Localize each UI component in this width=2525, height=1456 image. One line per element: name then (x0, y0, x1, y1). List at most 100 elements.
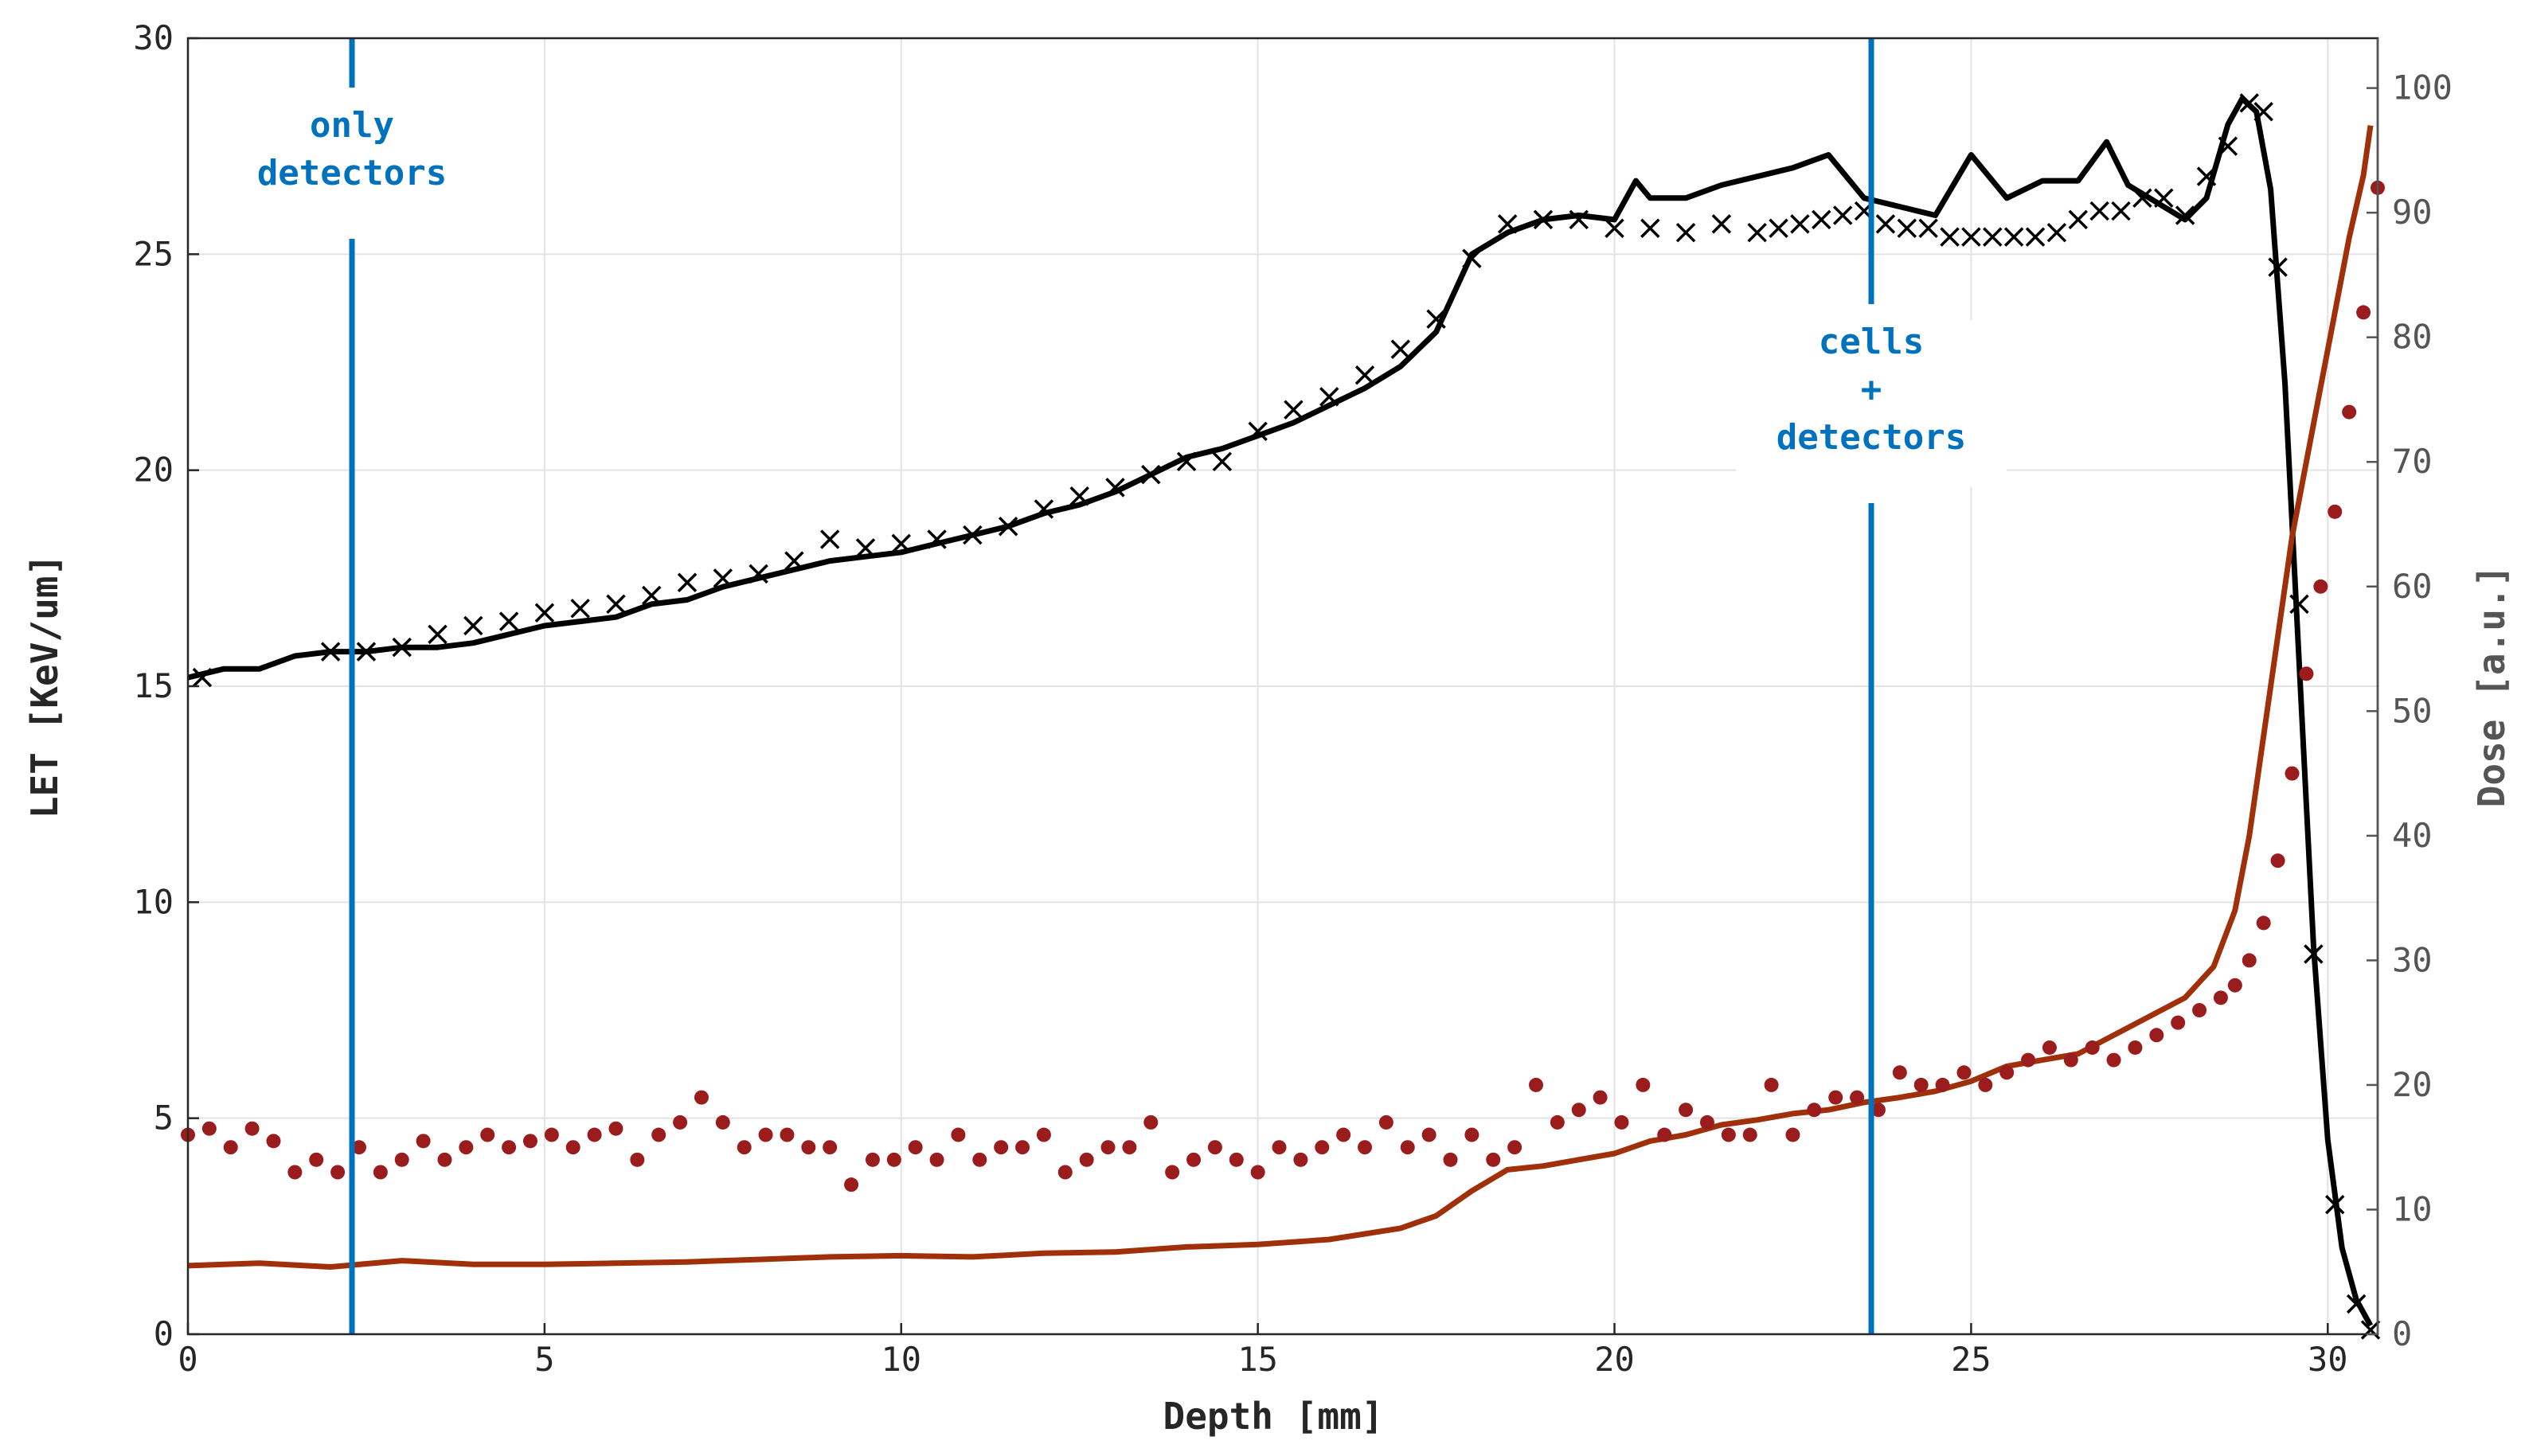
dose-curve (187, 125, 2374, 1270)
x-tick-label: 10 (881, 1340, 921, 1379)
dose-marker (1657, 1127, 1672, 1142)
dose-marker (758, 1127, 773, 1142)
y-left-tick-label: 5 (154, 1099, 174, 1138)
dose-marker (1207, 1140, 1222, 1155)
let-marker (2175, 205, 2195, 225)
dose-marker (908, 1140, 923, 1155)
dose-marker (459, 1140, 474, 1155)
dose-marker (1186, 1152, 1202, 1167)
let-marker (2325, 1194, 2345, 1215)
let-marker (713, 568, 733, 588)
let-marker (1105, 478, 1125, 498)
dose-marker (2342, 404, 2357, 420)
dose-marker (351, 1140, 366, 1155)
dose-marker (608, 1121, 623, 1136)
dose-marker (673, 1114, 688, 1130)
dose-marker (694, 1090, 709, 1105)
let-marker (570, 599, 590, 619)
dose-marker (1785, 1127, 1800, 1142)
let-marker (1769, 218, 1788, 239)
dose-marker (2192, 1003, 2207, 1017)
dose-marker (223, 1140, 238, 1155)
let-marker (2111, 201, 2131, 221)
x-axis-label: Depth [mm] (1163, 1395, 1384, 1438)
dose-marker (1764, 1077, 1779, 1092)
let-marker (1605, 218, 1624, 239)
let-marker (963, 525, 983, 545)
dose-marker (1807, 1103, 1822, 1118)
let-marker (642, 585, 662, 606)
y-right-tick-label: 0 (2392, 1314, 2412, 1353)
x-tick-label: 20 (1594, 1340, 1635, 1379)
let-marker (1675, 222, 1696, 243)
let-marker (1176, 451, 1197, 472)
dose-marker (1421, 1127, 1436, 1142)
dose-marker (2242, 953, 2257, 968)
dose-marker (1315, 1140, 1330, 1155)
let-marker (1875, 214, 1896, 234)
y-right-tick-label: 100 (2392, 68, 2453, 107)
let-marker (1141, 464, 1161, 485)
y-right-tick-label: 30 (2392, 940, 2433, 979)
dose-marker (1143, 1114, 1159, 1130)
dose-marker (2270, 853, 2285, 869)
dose-marker (1978, 1077, 1993, 1092)
let-marker (2253, 102, 2273, 122)
dose-marker (780, 1127, 795, 1142)
dose-marker (1378, 1114, 1393, 1130)
y-left-tick-label: 30 (133, 18, 174, 57)
let-marker (1897, 218, 1917, 239)
y-left-tick-label: 10 (133, 882, 174, 921)
let-marker (1426, 309, 1446, 329)
dose-marker (715, 1114, 730, 1130)
let-marker (1569, 209, 1589, 230)
dose-marker (865, 1152, 880, 1167)
let-marker (855, 538, 876, 558)
dose-marker (266, 1134, 281, 1149)
let-marker (1319, 387, 1339, 407)
dose-marker (1850, 1090, 1865, 1105)
dose-marker (823, 1140, 838, 1155)
annotation-text: detectors (1776, 417, 1966, 458)
dose-marker (1015, 1140, 1030, 1155)
dose-marker (373, 1165, 388, 1180)
y-right-tick-label: 10 (2392, 1189, 2433, 1228)
let-marker (891, 533, 912, 554)
let-marker (784, 551, 804, 571)
dose-marker (2328, 504, 2343, 519)
let-marker (2289, 594, 2309, 615)
dose-marker (437, 1152, 452, 1167)
dose-marker (2128, 1040, 2143, 1055)
let-marker (463, 615, 483, 636)
y-right-tick-label: 90 (2392, 193, 2433, 232)
dose-marker (1100, 1140, 1116, 1155)
dose-marker (1614, 1114, 1629, 1130)
dose-marker (1358, 1140, 1373, 1155)
let-marker (2346, 1294, 2367, 1314)
dose-marker (630, 1152, 645, 1167)
let-marker (2239, 93, 2259, 113)
dose-marker (480, 1127, 495, 1142)
dose-marker (522, 1134, 537, 1149)
dose-marker (1956, 1065, 1972, 1080)
dose-marker (651, 1127, 666, 1142)
dose-marker (544, 1127, 559, 1142)
dose-marker (1250, 1165, 1265, 1180)
let-marker (1462, 248, 1482, 268)
let-marker (534, 603, 555, 623)
dose-marker (1679, 1103, 1694, 1118)
let-marker (1983, 227, 2003, 247)
grid-lines (187, 37, 2378, 1335)
dose-marker (1913, 1077, 1929, 1092)
dose-marker (502, 1140, 517, 1155)
dose-marker (2227, 978, 2242, 993)
let-marker (2025, 227, 2046, 247)
let-marker (1248, 421, 1268, 442)
dose-marker (416, 1134, 431, 1149)
dose-marker (2106, 1052, 2121, 1068)
dose-marker (587, 1127, 602, 1142)
dose-marker (1165, 1165, 1180, 1180)
dose-marker (2256, 915, 2271, 931)
let-marker (2218, 136, 2238, 156)
